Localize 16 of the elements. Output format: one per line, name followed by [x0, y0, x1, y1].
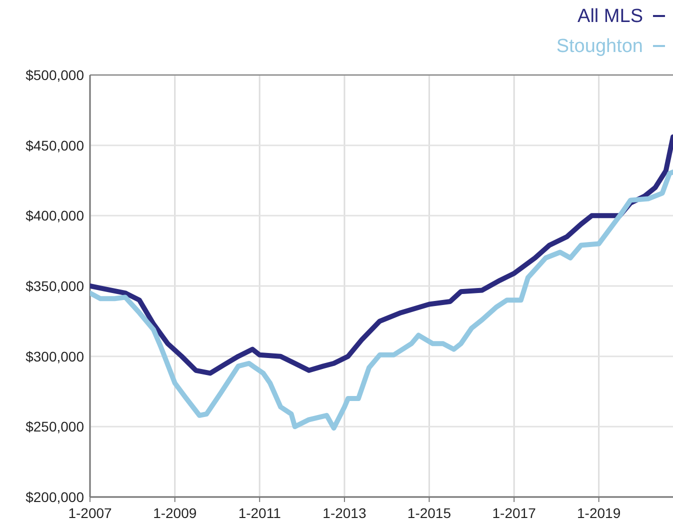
- x-tick-label: 1-2013: [322, 505, 366, 521]
- x-tick-label: 1-2017: [492, 505, 536, 521]
- x-tick-label: 1-2011: [238, 505, 282, 521]
- y-tick-label: $200,000: [26, 489, 84, 505]
- y-tick-label: $350,000: [26, 278, 84, 294]
- y-tick-label: $400,000: [26, 208, 84, 224]
- y-tick-label: $500,000: [26, 67, 84, 83]
- legend-label: Stoughton: [556, 36, 643, 57]
- x-tick-label: 1-2007: [68, 505, 112, 521]
- x-tick-label: 1-2019: [577, 505, 621, 521]
- y-tick-label: $250,000: [26, 418, 84, 435]
- x-tick-label: 1-2015: [407, 505, 452, 521]
- y-tick-label: $450,000: [26, 137, 84, 154]
- legend-label: All MLS: [578, 6, 643, 27]
- x-tick-label: 1-2009: [153, 505, 197, 521]
- y-tick-label: $300,000: [26, 348, 84, 364]
